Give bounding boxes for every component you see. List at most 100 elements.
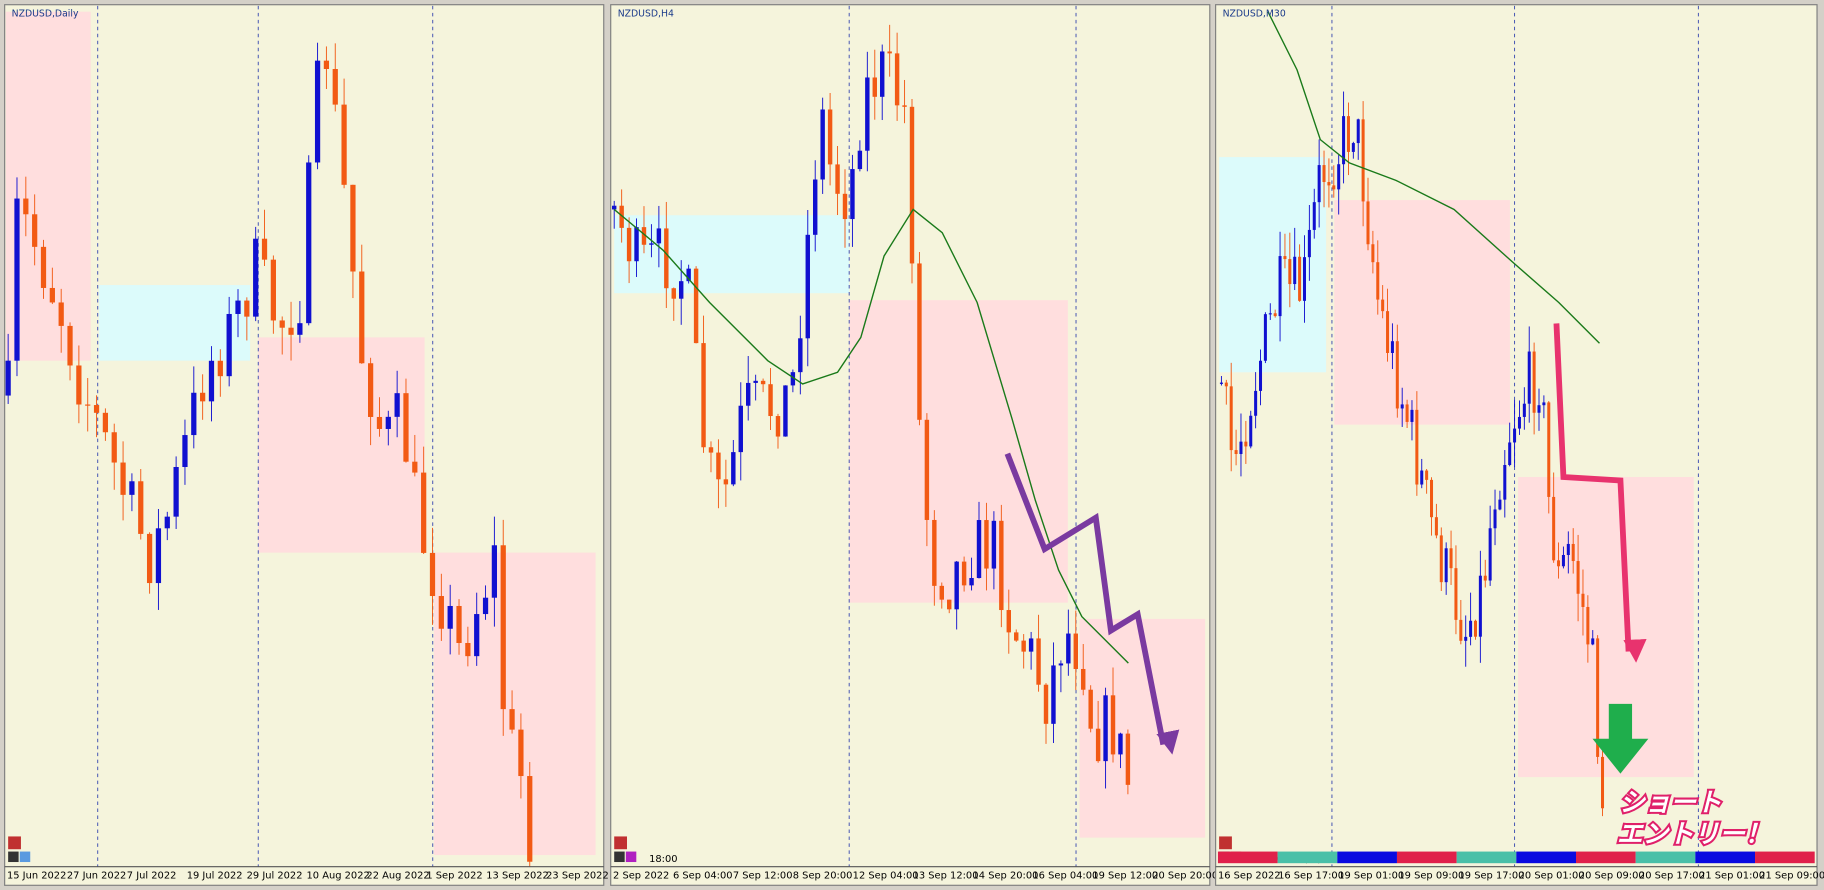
candle-body — [1036, 638, 1041, 685]
moving-average — [613, 208, 1129, 664]
time-label: 19 Sep 01:00 — [1338, 870, 1404, 881]
candle-body — [1103, 695, 1108, 762]
candle-body — [155, 528, 162, 584]
candle-body — [23, 198, 29, 215]
candle-body — [1601, 756, 1605, 809]
close-button[interactable] — [8, 836, 21, 850]
candle-body — [902, 105, 907, 107]
candle-body — [456, 605, 462, 643]
candle-body — [1058, 663, 1064, 666]
candle-body — [474, 614, 480, 657]
candle-body — [1464, 636, 1468, 641]
candle-body — [1234, 450, 1238, 455]
candle-body — [1366, 201, 1370, 245]
candle-body — [969, 578, 974, 586]
time-label: 16 Sep 17:00 — [1278, 870, 1344, 881]
time-label: 2 Sep 2022 — [613, 870, 669, 881]
candle-body — [835, 164, 840, 194]
time-label: 6 Sep 04:00 — [673, 870, 733, 881]
candle-body — [1125, 733, 1131, 785]
time-label: 20 Sep 09:00 — [1579, 870, 1645, 881]
chart-area: NZDUSD,Daily 15 Jun 2022 27 Jun 2022 7 Jul … — [4, 4, 1824, 886]
candle-body — [1244, 441, 1248, 447]
zone — [98, 285, 251, 361]
candle-body — [173, 467, 179, 517]
candle-body — [482, 597, 489, 615]
candle-body — [872, 77, 877, 97]
candle-body — [465, 642, 471, 657]
candle-body — [67, 325, 73, 366]
candle-body — [1293, 256, 1297, 285]
zone — [1219, 157, 1327, 373]
candle-body — [1337, 164, 1341, 190]
session-bar — [1337, 851, 1397, 864]
candle-body — [509, 709, 515, 730]
candle-body — [270, 259, 276, 321]
candle-body — [1503, 464, 1507, 500]
candle-body — [1327, 182, 1331, 186]
candle-body — [367, 363, 374, 417]
candle-body — [58, 302, 64, 326]
candle-body — [999, 520, 1004, 611]
candle-body — [1410, 409, 1414, 422]
candle-body — [1371, 244, 1375, 263]
candle-body — [332, 68, 338, 105]
candle-body — [857, 150, 863, 170]
session-bar — [1277, 851, 1338, 864]
candle-body — [1288, 259, 1292, 285]
candle-body — [1224, 382, 1228, 387]
time-label: 21 Sep 09:00 — [1759, 870, 1824, 881]
close-button[interactable] — [614, 836, 627, 850]
zone — [258, 337, 425, 553]
candle-body — [1342, 116, 1346, 165]
candle-body — [1473, 620, 1477, 637]
candle-body — [5, 360, 11, 396]
candle-body — [385, 416, 391, 429]
candle-body — [1239, 441, 1243, 455]
candle-body — [40, 246, 47, 288]
time-label: 20 Sep 01:00 — [1519, 870, 1585, 881]
candle-body — [200, 392, 206, 402]
candle-body — [760, 380, 766, 385]
candle-body — [1459, 619, 1463, 641]
candle-body — [1478, 575, 1482, 637]
time-label: 23 Sep 2022 — [546, 870, 609, 881]
candle-body — [932, 519, 937, 586]
session-bar — [1755, 851, 1815, 864]
candle-body — [701, 343, 706, 448]
candle-body — [723, 479, 729, 485]
candle-body — [1298, 256, 1302, 301]
window-title: NZDUSD,M30 — [1223, 8, 1286, 19]
candle-body — [1532, 351, 1536, 413]
candle-body — [746, 382, 751, 406]
time-label: 14 Sep 20:00 — [972, 870, 1038, 881]
zone — [1518, 476, 1694, 778]
candle-body — [1395, 341, 1399, 409]
zone — [1079, 618, 1206, 838]
candle-body — [323, 60, 330, 69]
candle-body — [14, 198, 20, 361]
candle-body — [76, 365, 82, 405]
candle-body — [518, 729, 524, 777]
candle-body — [394, 393, 400, 417]
candle-body — [1317, 165, 1321, 203]
candle-body — [359, 271, 365, 364]
candle-body — [1561, 554, 1565, 567]
candle-body — [1307, 229, 1311, 258]
time-label: 22 Aug 2022 — [366, 870, 429, 881]
candle-body — [1513, 428, 1517, 443]
time-label: 13 Sep 2022 — [486, 870, 549, 881]
candle-body — [350, 184, 356, 272]
window-title: NZDUSD,Daily — [12, 8, 79, 19]
candle-body — [1254, 390, 1258, 416]
time-label: 19 Sep 17:00 — [1459, 870, 1525, 881]
time-label: 19 Jul 2022 — [187, 870, 243, 881]
candle-body — [376, 416, 383, 429]
close-button[interactable] — [1219, 836, 1232, 850]
zone — [5, 11, 91, 361]
time-label: 13 Sep 12:00 — [913, 870, 979, 881]
candle-body — [491, 545, 498, 598]
icon — [8, 851, 19, 863]
